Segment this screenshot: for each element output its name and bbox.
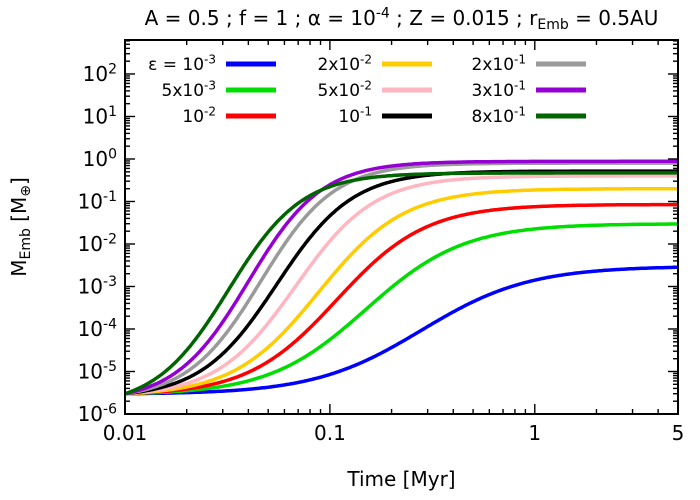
legend-label-eps-1e-1: 10-1 <box>338 105 372 127</box>
series-line-eps-1e-3 <box>125 265 678 396</box>
series-line-eps-5e-2 <box>125 174 678 396</box>
y-tick-label: 102 <box>83 61 117 86</box>
x-tick-label: 0.01 <box>103 421 148 445</box>
legend-label-eps-2e-2: 2x10-2 <box>318 53 372 75</box>
x-tick-label: 1 <box>528 421 541 445</box>
x-tick-label: 5 <box>672 421 685 445</box>
y-tick-label: 10-1 <box>78 189 117 214</box>
series-line-eps-2e-2 <box>125 186 678 396</box>
y-tick-label: 10-2 <box>78 231 117 256</box>
y-tick-label: 100 <box>83 146 117 171</box>
legend-label-eps-1e-3: ε = 10-3 <box>148 53 216 75</box>
x-axis-label: Time [Myr] <box>346 467 455 491</box>
plot-border <box>124 39 679 415</box>
legend-label-eps-3e-1: 3x10-1 <box>472 79 526 101</box>
y-tick-label: 10-6 <box>78 401 118 426</box>
legend-label-eps-2e-1: 2x10-1 <box>472 53 526 75</box>
y-axis-label: MEmb [M⊕] <box>7 177 34 277</box>
series-line-eps-5e-3 <box>125 222 678 396</box>
y-tick-label: 10-5 <box>78 359 117 384</box>
y-tick-label: 10-3 <box>78 274 117 299</box>
curves-group <box>125 159 678 396</box>
series-line-eps-8e-1 <box>125 171 678 396</box>
y-tick-label: 10-4 <box>78 316 118 341</box>
legend-label-eps-5e-3: 5x10-3 <box>162 79 216 101</box>
chart-title: A = 0.5 ; f = 1 ; α = 10-4 ; Z = 0.015 ;… <box>145 5 659 33</box>
series-line-eps-1e-2 <box>125 202 678 396</box>
legend-label-eps-1e-2: 10-2 <box>182 105 216 127</box>
x-tick-label: 0.1 <box>314 421 346 445</box>
y-tick-label: 101 <box>83 104 117 129</box>
legend-label-eps-5e-2: 5x10-2 <box>318 79 372 101</box>
series-line-eps-1e-1 <box>125 169 678 396</box>
legend-label-eps-8e-1: 8x10-1 <box>472 105 526 127</box>
series-line-eps-3e-1 <box>125 159 678 396</box>
